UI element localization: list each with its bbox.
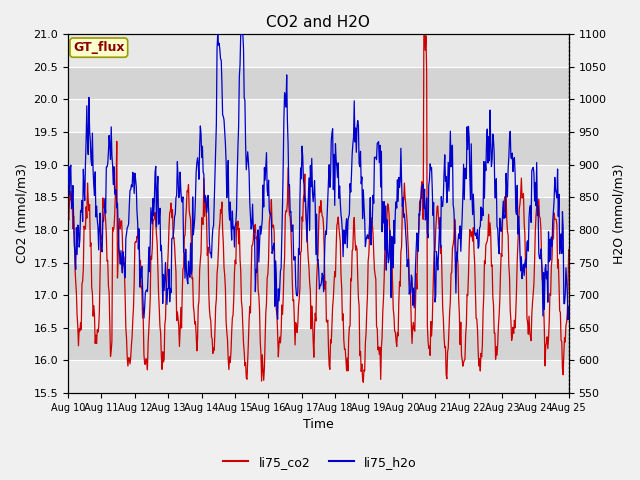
Bar xyxy=(68,263,569,295)
Line: li75_co2: li75_co2 xyxy=(68,34,569,383)
Title: CO2 and H2O: CO2 and H2O xyxy=(266,15,371,30)
Bar xyxy=(68,67,569,99)
li75_h2o xyxy=(394,199,402,204)
li75_co2 xyxy=(175,344,183,349)
li75_co2 xyxy=(202,198,210,204)
li75_h2o xyxy=(73,252,81,257)
li75_co2 xyxy=(380,296,387,301)
li75_co2 xyxy=(360,380,367,385)
li75_h2o xyxy=(214,31,221,37)
li75_h2o xyxy=(564,317,572,323)
Bar xyxy=(68,132,569,165)
li75_h2o xyxy=(565,304,573,310)
li75_co2 xyxy=(64,212,72,217)
li75_co2 xyxy=(394,333,402,339)
li75_h2o xyxy=(202,195,210,201)
li75_co2 xyxy=(420,31,428,37)
X-axis label: Time: Time xyxy=(303,419,333,432)
li75_co2 xyxy=(125,355,132,360)
Legend: li75_co2, li75_h2o: li75_co2, li75_h2o xyxy=(218,451,422,474)
li75_h2o xyxy=(380,220,387,226)
Bar xyxy=(68,328,569,360)
li75_h2o xyxy=(175,194,183,200)
Bar xyxy=(68,197,569,230)
Line: li75_h2o: li75_h2o xyxy=(68,34,569,320)
li75_h2o xyxy=(64,181,72,187)
li75_co2 xyxy=(73,312,81,318)
Text: GT_flux: GT_flux xyxy=(73,41,125,54)
li75_h2o xyxy=(125,221,132,227)
li75_co2 xyxy=(565,247,573,252)
Y-axis label: H2O (mmol/m3): H2O (mmol/m3) xyxy=(612,163,625,264)
Y-axis label: CO2 (mmol/m3): CO2 (mmol/m3) xyxy=(15,164,28,264)
